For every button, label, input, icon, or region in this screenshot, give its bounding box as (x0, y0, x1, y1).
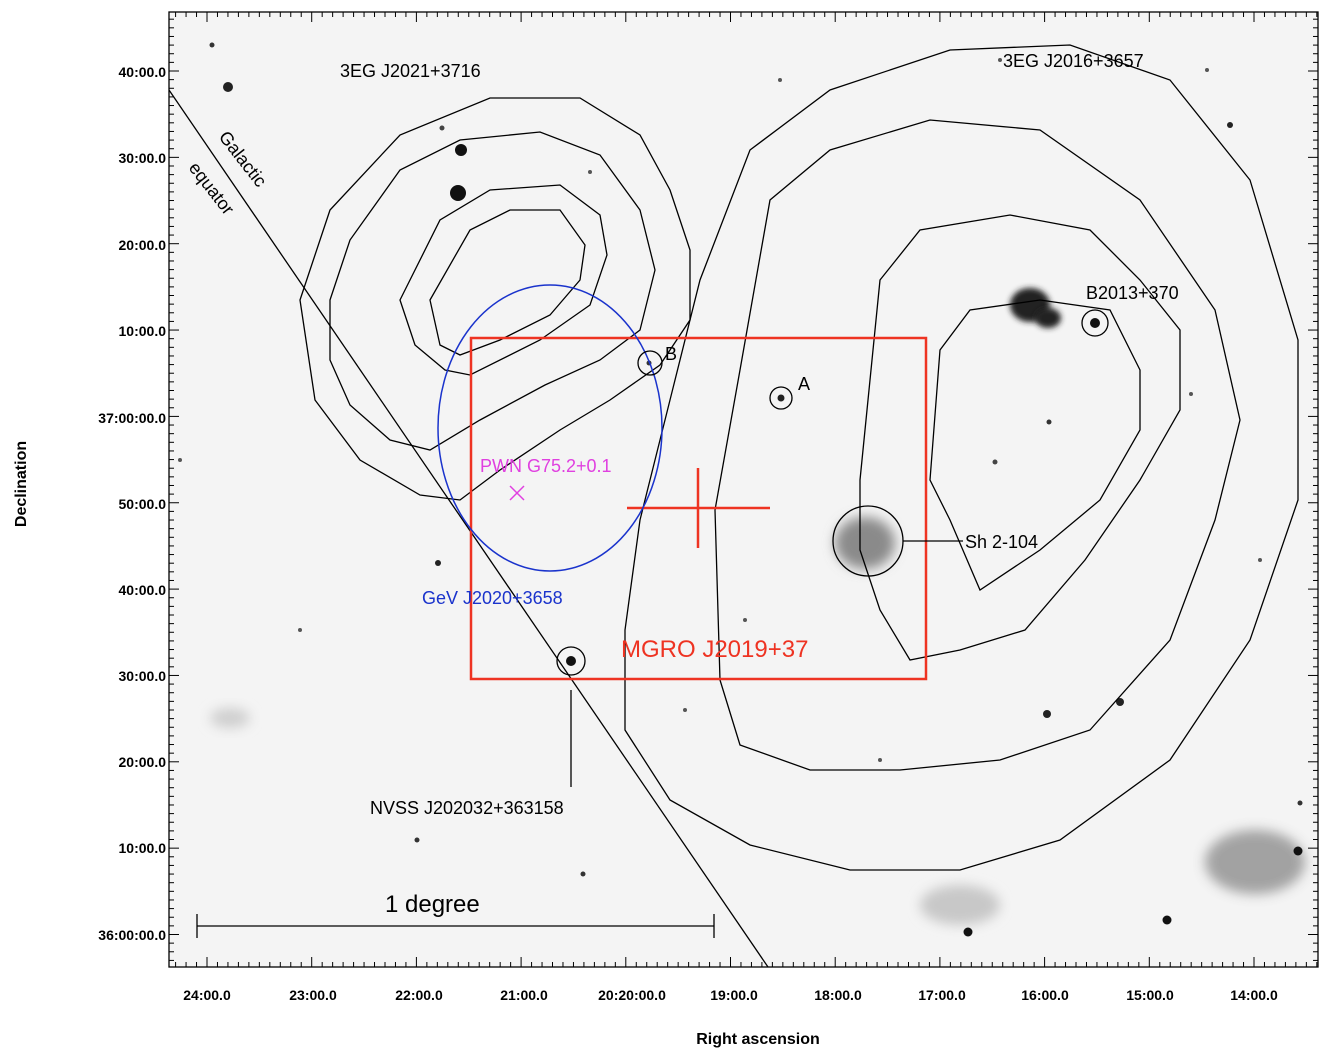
galactic-equator-line (168, 89, 769, 968)
nvss-label: NVSS J202032+363158 (370, 798, 564, 818)
x-tick-label: 24:00.0 (183, 987, 231, 1003)
source-b-label: B (665, 344, 677, 364)
x-tick-label: 21:00.0 (500, 987, 548, 1003)
source-a-circle (769, 386, 793, 410)
y-tick-label: 30:00.0 (119, 150, 167, 166)
y-tick-label: 10:00.0 (119, 840, 167, 856)
x-tick-label: 20:20:00.0 (598, 987, 666, 1003)
scale-label: 1 degree (385, 891, 480, 918)
x-tick-label: 22:00.0 (395, 987, 443, 1003)
x-tick-label: 19:00.0 (710, 987, 758, 1003)
egret-east-contours (299, 97, 691, 501)
x-tick-labels: 24:00.0 23:00.0 22:00.0 21:00.0 20:20:00… (183, 987, 1278, 1003)
y-tick-label: 20:00.0 (119, 754, 167, 770)
y-tick-labels: 40:00.0 30:00.0 20:00.0 10:00.0 37:00:00… (98, 64, 166, 943)
nvss-circle (556, 646, 586, 676)
sh2-label: Sh 2-104 (965, 532, 1038, 552)
y-tick-label: 40:00.0 (119, 64, 167, 80)
y-tick-label: 40:00.0 (119, 582, 167, 598)
x-axis-title: Right ascension (696, 1031, 820, 1048)
y-tick-label: 50:00.0 (119, 496, 167, 512)
gev-error-ellipse (437, 284, 663, 572)
mgro-label: MGRO J2019+37 (621, 636, 808, 663)
axis-ticks (169, 12, 1318, 967)
scale-bar (196, 914, 715, 938)
pwn-label: PWN G75.2+0.1 (480, 456, 612, 476)
x-tick-label: 18:00.0 (814, 987, 862, 1003)
map-background (169, 12, 1318, 967)
y-tick-label: 30:00.0 (119, 668, 167, 684)
egret-west-label: 3EG J2016+3657 (1003, 51, 1144, 71)
gev-label: GeV J2020+3658 (422, 588, 563, 608)
x-tick-label: 16:00.0 (1021, 987, 1069, 1003)
x-tick-label: 14:00.0 (1230, 987, 1278, 1003)
y-axis-title: Declination (13, 441, 30, 527)
source-b-circle (637, 350, 663, 376)
y-tick-label: 37:00:00.0 (98, 410, 166, 426)
b2013-label: B2013+370 (1086, 283, 1179, 303)
radio-sources (178, 42, 1305, 937)
b2013-circle (1081, 309, 1109, 337)
egret-east-label: 3EG J2021+3716 (340, 61, 481, 81)
y-tick-label: 20:00.0 (119, 237, 167, 253)
source-a-label: A (798, 374, 810, 394)
x-tick-label: 17:00.0 (918, 987, 966, 1003)
mgro-box (469, 336, 928, 681)
x-tick-label: 15:00.0 (1126, 987, 1174, 1003)
y-tick-label: 10:00.0 (119, 323, 167, 339)
plot-frame (168, 11, 1319, 968)
egret-west-contours (624, 44, 1299, 871)
y-tick-label: 36:00:00.0 (98, 927, 166, 943)
x-tick-label: 23:00.0 (289, 987, 337, 1003)
pwn-marker-icon (509, 485, 525, 501)
